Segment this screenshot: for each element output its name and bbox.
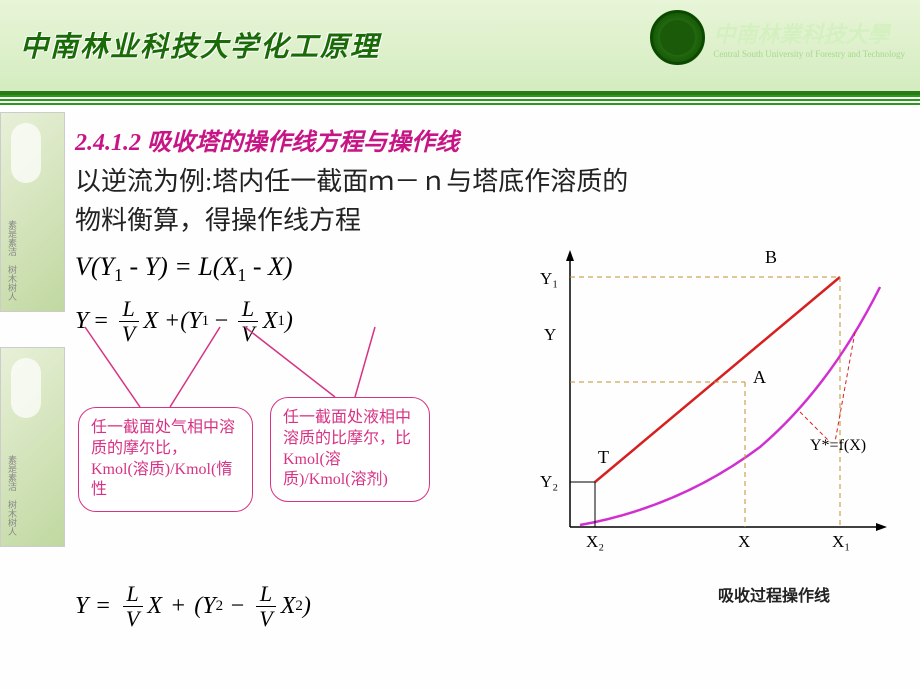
chart-svg [500, 247, 895, 557]
curve-label: Y*=f(X) [810, 437, 866, 455]
logo-cn-text: 中南林業科技大學 [713, 17, 905, 49]
operating-line-chart: Y₁ Y Y₂ X₂ X X₁ B A T Y*=f(X) [500, 247, 895, 557]
divider-stripes [0, 95, 920, 107]
chart-caption: 吸收过程操作线 [718, 582, 830, 606]
logo-en-text: Central South University of Forestry and… [713, 49, 905, 59]
header-logo: 中南林業科技大學 Central South University of For… [650, 10, 905, 65]
point-A: A [753, 367, 766, 388]
point-B: B [765, 247, 777, 268]
callout-liquid-phase: 任一截面处液相中溶质的比摩尔，比Kmol(溶质)/Kmol(溶剂) [270, 397, 430, 502]
callout-gas-phase: 任一截面处气相中溶质的摩尔比，Kmol(溶质)/Kmol(惰性 [78, 407, 253, 512]
y-label: Y [544, 325, 556, 345]
side-image-2: 素是素洁 树木树人 [0, 347, 65, 547]
equation-3: Y = LV X + ( Y2 − LV X2 ) [75, 582, 311, 631]
side-image-1: 素是素洁 树木树人 [0, 112, 65, 312]
point-T: T [598, 447, 609, 468]
equation-1: V(Y1 - Y) = L(X1 - X) [75, 252, 293, 286]
content-area: 素是素洁 树木树人 素是素洁 树木树人 2.4.1.2 吸收塔的操作线方程与操作… [0, 107, 920, 690]
x1-label: X₁ [832, 532, 850, 552]
logo-icon [650, 10, 705, 65]
section-title: 2.4.1.2 吸收塔的操作线方程与操作线 [75, 122, 459, 157]
y2-label: Y₂ [540, 472, 558, 492]
y1-label: Y₁ [540, 269, 558, 289]
x2-label: X₂ [586, 532, 604, 552]
header-title: 中南林业科技大学化工原理 [20, 25, 380, 65]
equation-2: Y = LV X + ( Y1 − LV X1 ) [75, 297, 293, 346]
x-label: X [738, 532, 750, 552]
header: 中南林业科技大学化工原理 中南林業科技大學 Central South Univ… [0, 0, 920, 95]
body-text: 以逆流为例:塔内任一截面ｍ－ｎ与塔底作溶质的 物料衡算，得操作线方程 [75, 162, 895, 240]
